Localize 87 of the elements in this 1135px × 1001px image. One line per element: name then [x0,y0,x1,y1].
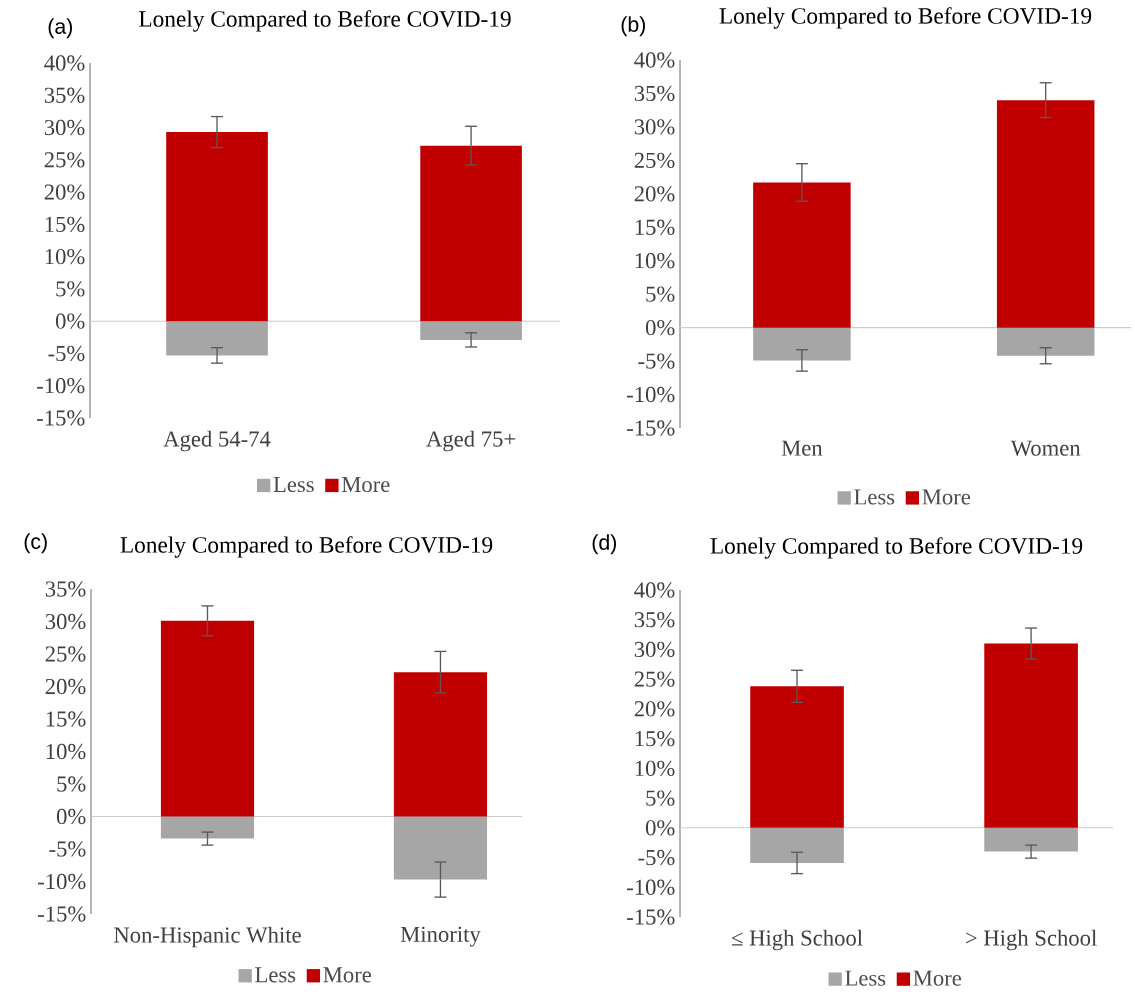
y-tick-label: -15% [38,906,86,922]
bar [996,100,1095,328]
y-tick-label: 35% [634,85,675,102]
y-tick-label: -5% [48,345,85,362]
text: (a) [48,18,73,39]
x-tick-label: Minority [400,926,481,947]
y-tick-label: 30% [45,613,86,630]
y-tick-label: 5% [646,286,675,302]
text: (c) [24,533,47,554]
y-tick-label: 15% [635,730,675,747]
y-tick-label: 5% [646,790,675,806]
y-tick-label: 40% [44,55,85,71]
y-tick-label: -5% [638,353,675,369]
legend-label: More [913,970,962,986]
y-tick-label: 10% [635,760,675,777]
y-tick-label: 10% [635,253,675,269]
y-tick-label: -15% [627,909,675,925]
y-tick-label: 35% [44,87,85,103]
legend-label: Less [273,477,314,493]
y-tick-label: 0% [56,808,86,825]
x-tick-label: Aged 75+ [426,430,516,452]
y-tick-label: 15% [45,216,85,233]
bar [984,827,1078,852]
y-tick-label: -10% [37,378,85,394]
y-tick-label: 40% [634,582,675,598]
y-tick-label: 25% [634,152,675,169]
y-tick-label: 15% [635,219,675,235]
y-tick-label: 20% [44,184,85,200]
bar [420,321,522,340]
x-tick-label: Non-Hispanic White [114,926,301,948]
bar [750,686,844,828]
bar [393,816,488,880]
bar [750,827,844,863]
x-tick-label: Aged 54-74 [163,430,271,452]
x-tick-label: > High School [966,929,1097,951]
y-tick-label: 40% [634,52,675,68]
y-tick-label: 20% [634,186,675,202]
y-tick-label: 20% [45,678,86,695]
y-tick-label: 25% [45,646,86,662]
y-tick-label: 30% [634,119,675,135]
bar [393,672,488,817]
y-tick-label: -10% [38,873,86,890]
legend-label: Less [845,970,886,986]
legend-label: More [341,477,390,493]
chart-title: Lonely Compared to Before COVID-19 [120,536,493,558]
x-tick-label: Women [1010,440,1081,456]
y-tick-label: 0% [645,820,675,836]
bar [753,327,851,361]
y-tick-label: 10% [45,248,85,265]
x-tick-label: Men [781,440,823,456]
legend-label: More [922,489,971,505]
y-tick-label: -15% [37,410,85,426]
bar [166,321,268,356]
y-tick-label: 35% [634,612,675,628]
y-tick-label: 5% [56,281,85,297]
chart-title: Lonely Compared to Before COVID-19 [719,7,1092,29]
y-tick-label: 30% [44,119,85,136]
bar [753,182,851,328]
y-tick-label: 35% [45,581,86,597]
text: (d) [592,534,617,555]
y-tick-label: -5% [49,841,86,857]
bar [420,145,522,322]
y-tick-label: 30% [634,641,675,658]
y-tick-label: 25% [634,671,675,687]
y-tick-label: 0% [55,313,85,329]
y-tick-label: -10% [627,386,675,403]
bar [160,620,255,817]
y-tick-label: 5% [57,776,86,792]
bar [166,132,268,322]
bar [996,327,1095,356]
legend-label: Less [255,967,296,983]
y-tick-label: 10% [46,743,86,760]
chart-title: Lonely Compared to Before COVID-19 [139,10,511,32]
y-tick-label: 0% [645,319,675,336]
legend-label: More [323,967,372,983]
y-tick-label: 25% [44,152,85,168]
x-tick-label: ≤ High School [731,929,863,951]
text: (b) [621,16,646,37]
y-tick-label: -10% [627,879,675,895]
y-tick-label: 20% [634,701,675,717]
legend-label: Less [854,489,895,505]
chart-title: Lonely Compared to Before COVID-19 [710,537,1083,559]
y-tick-label: -5% [638,849,675,866]
bar [984,643,1078,828]
bar [160,816,255,839]
y-tick-label: 15% [46,711,86,727]
y-tick-label: -15% [627,420,675,436]
